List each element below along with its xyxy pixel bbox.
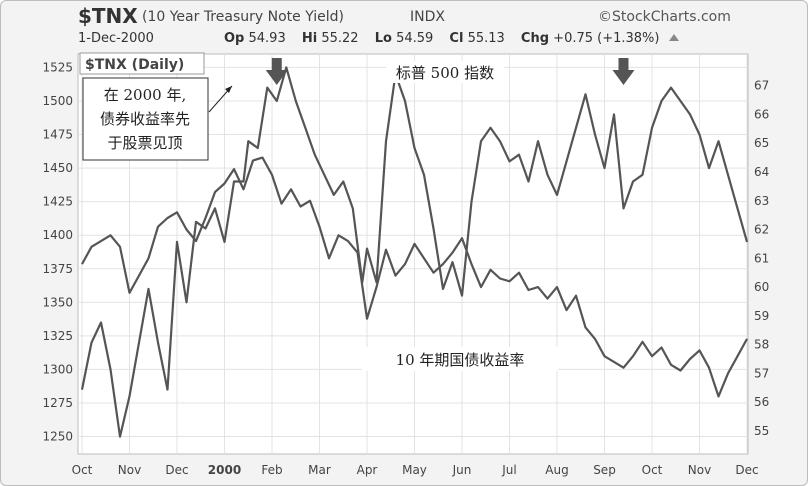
left-tick-label: 1300 xyxy=(42,362,73,376)
source-credit: ©StockCharts.com xyxy=(598,9,731,25)
low-value: 54.59 xyxy=(396,31,434,46)
x-tick-label: Mar xyxy=(308,463,331,477)
x-tick-label: Feb xyxy=(261,463,282,477)
left-tick-label: 1400 xyxy=(42,228,73,242)
right-tick-label: 55 xyxy=(754,424,769,438)
change-label: Chg xyxy=(520,31,550,46)
right-tick-label: 59 xyxy=(754,309,769,323)
open-value: 54.93 xyxy=(248,31,286,46)
sp500-line xyxy=(80,66,749,438)
right-tick-label: 58 xyxy=(754,338,769,352)
yield-label-box: 10 年期国债收益率 xyxy=(362,347,558,371)
left-tick-label: 1475 xyxy=(42,128,73,142)
sp500-label: 标普 500 指数 xyxy=(396,64,494,82)
x-tick-label: 2000 xyxy=(208,463,241,477)
top-arrow-feb xyxy=(265,58,288,85)
x-tick-label: May xyxy=(402,463,427,477)
left-tick-label: 1350 xyxy=(42,295,73,309)
quote-bar: Op 54.93 Hi 55.22 Lo 54.59 Cl 55.13 Chg … xyxy=(224,31,691,46)
x-tick-label: Oct xyxy=(642,463,663,477)
right-tick-label: 67 xyxy=(754,79,769,93)
yield-line xyxy=(81,156,748,398)
x-tick-label: Dec xyxy=(735,463,758,477)
x-tick-label: Jul xyxy=(501,463,516,477)
security-name: (10 Year Treasury Note Yield) xyxy=(142,9,344,25)
left-axis: 1250 1275 1300 1325 1350 1375 1400 1425 1450 1475… xyxy=(42,60,73,443)
legend-box: $TNX (Daily) xyxy=(79,52,205,75)
right-axis: 55 56 57 58 59 60 61 62 63 64 65 66 67 xyxy=(754,79,769,438)
annotation-line-1: 在 2000 年, xyxy=(104,86,186,104)
left-tick-label: 1275 xyxy=(42,396,73,410)
x-tick-label: Oct xyxy=(72,463,93,477)
left-tick-label: 1450 xyxy=(42,161,73,175)
left-tick-label: 1525 xyxy=(42,60,73,74)
annotation-pointer-head xyxy=(225,86,232,93)
open-label: Op xyxy=(224,31,245,46)
top-markers xyxy=(265,58,635,85)
right-tick-label: 65 xyxy=(754,136,769,150)
quote-date: 1-Dec-2000 xyxy=(78,31,154,46)
right-tick-label: 66 xyxy=(754,107,769,121)
right-tick-label: 63 xyxy=(754,194,769,208)
change-up-icon xyxy=(669,34,680,41)
close-value: 55.13 xyxy=(467,31,505,46)
right-tick-label: 64 xyxy=(754,165,769,179)
symbol: $TNX xyxy=(78,4,138,28)
right-tick-label: 57 xyxy=(754,366,769,380)
top-arrow-sep xyxy=(612,58,635,85)
annotation-line-3: 于股票见顶 xyxy=(107,134,182,152)
x-tick-label: Dec xyxy=(165,463,188,477)
x-tick-label: Nov xyxy=(118,463,141,477)
right-tick-label: 62 xyxy=(754,223,769,237)
x-tick-label: Jun xyxy=(452,463,472,477)
low-label: Lo xyxy=(374,31,392,46)
left-tick-label: 1250 xyxy=(42,430,73,444)
x-tick-label: Nov xyxy=(688,463,711,477)
left-tick-label: 1325 xyxy=(42,329,73,343)
right-tick-label: 60 xyxy=(754,280,769,294)
left-tick-label: 1500 xyxy=(42,94,73,108)
exchange: INDX xyxy=(410,9,445,25)
change-value: +0.75 (+1.38%) xyxy=(553,31,660,46)
yield-label: 10 年期国债收益率 xyxy=(396,351,525,369)
high-label: Hi xyxy=(301,31,318,46)
close-label: Cl xyxy=(449,31,464,46)
x-axis: Oct Nov Dec 2000 Feb Mar Apr May Jun Jul Aug Sep Oct… xyxy=(72,463,759,477)
sp500-label-box: 标普 500 指数 xyxy=(386,61,504,83)
series-lines xyxy=(80,66,749,438)
x-tick-label: Aug xyxy=(545,463,568,477)
annotation-line-2: 债券收益率先 xyxy=(100,110,190,128)
right-tick-label: 56 xyxy=(754,395,769,409)
left-tick-label: 1375 xyxy=(42,262,73,276)
annotation-box: 在 2000 年, 债券收益率先 于股票见顶 xyxy=(82,77,233,161)
left-tick-label: 1425 xyxy=(42,195,73,209)
right-tick-label: 61 xyxy=(754,251,769,265)
x-tick-label: Apr xyxy=(357,463,378,477)
legend-label: $TNX (Daily) xyxy=(85,57,184,73)
high-value: 55.22 xyxy=(321,31,359,46)
x-tick-label: Sep xyxy=(593,463,616,477)
